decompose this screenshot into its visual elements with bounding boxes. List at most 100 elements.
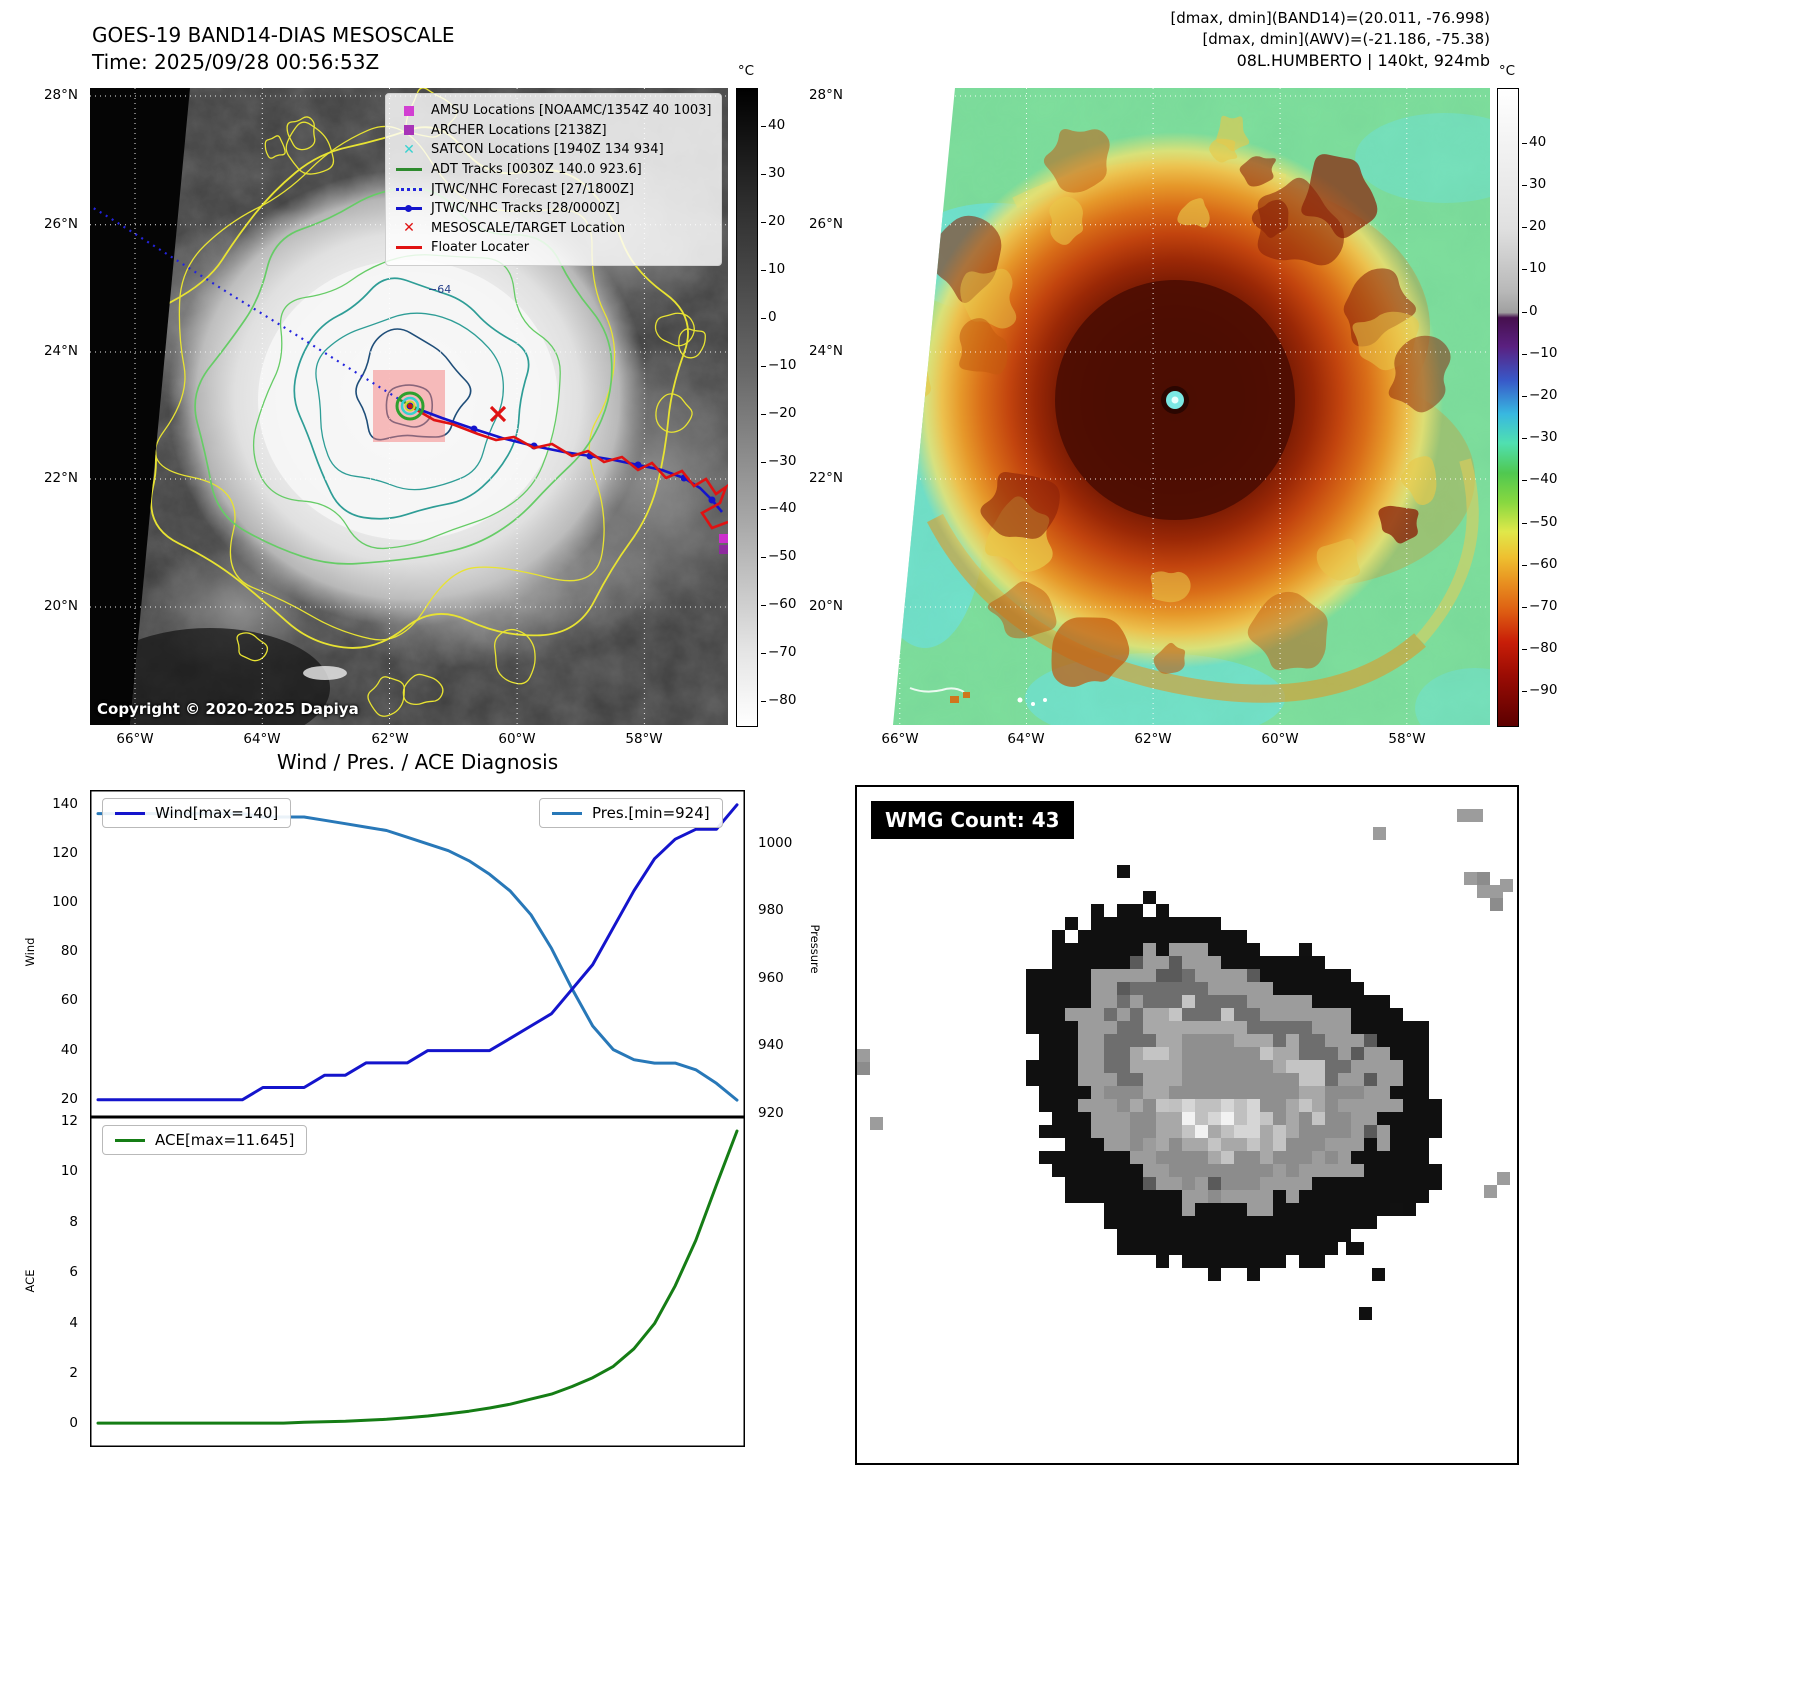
wmg-pixel (1104, 1112, 1117, 1125)
wmg-pixel (1195, 943, 1208, 956)
wmg-pixel (1286, 1047, 1299, 1060)
wmg-pixel (1078, 1177, 1091, 1190)
wmg-pixel (1091, 1177, 1104, 1190)
wmg-pixel (1429, 1125, 1442, 1138)
wmg-pixel (1208, 1151, 1221, 1164)
wmg-pixel (1156, 995, 1169, 1008)
wmg-pixel (1221, 930, 1234, 943)
wmg-pixel (1169, 1021, 1182, 1034)
wmg-pixel (1130, 1073, 1143, 1086)
wmg-pixel (1247, 1060, 1260, 1073)
wmg-pixel (1104, 1138, 1117, 1151)
wmg-pixel (1260, 1190, 1273, 1203)
wmg-pixel (1403, 1164, 1416, 1177)
wmg-pixel (1156, 1125, 1169, 1138)
wmg-pixel (1338, 1086, 1351, 1099)
wmg-pixel (1377, 1203, 1390, 1216)
legend-item: ARCHER Locations [2138Z] (396, 121, 711, 141)
wmg-pixel (1195, 995, 1208, 1008)
wmg-pixel (1273, 1164, 1286, 1177)
wmg-pixel (1182, 995, 1195, 1008)
wmg-pixel (1117, 969, 1130, 982)
wmg-pixel (1130, 982, 1143, 995)
wmg-pixel (1208, 917, 1221, 930)
latlon-grid (90, 88, 728, 725)
wmg-pixel (1403, 1073, 1416, 1086)
wmg-pixel (1208, 1047, 1221, 1060)
wmg-pixel (1130, 1138, 1143, 1151)
band14-title-block: GOES-19 BAND14-DIAS MESOSCALE Time: 2025… (92, 22, 455, 76)
wmg-pixel (1182, 1190, 1195, 1203)
cloud-blob (1049, 196, 1084, 245)
wmg-pixel (1091, 1060, 1104, 1073)
band14-legend: AMSU Locations [NOAAMC/1354Z 40 1003] ARC… (385, 93, 723, 266)
colorbar-tick-label: 0 (1522, 303, 1538, 319)
wmg-pixel (1039, 1099, 1052, 1112)
wmg-pixel (1260, 1034, 1273, 1047)
wmg-pixel (1091, 956, 1104, 969)
axis-tick-label: 80 (60, 943, 78, 959)
wmg-pixel (1026, 1021, 1039, 1034)
wmg-pixel (1117, 1125, 1130, 1138)
wmg-pixel (1457, 809, 1470, 822)
wmg-pixel (1208, 943, 1221, 956)
wmg-pixel (1130, 1112, 1143, 1125)
wmg-pixel (1377, 1073, 1390, 1086)
axis-tick-label: 4 (69, 1315, 78, 1331)
wmg-pixel (1156, 1216, 1169, 1229)
wmg-pixel (1429, 1177, 1442, 1190)
wmg-pixel (1065, 1008, 1078, 1021)
wmg-pixel (1208, 982, 1221, 995)
legend-item: Floater Locater (396, 238, 711, 258)
lon-tick-label: 66°W (881, 731, 919, 747)
wmg-pixel (1143, 1216, 1156, 1229)
wmg-pixel (1078, 1086, 1091, 1099)
wmg-pixel (1312, 1125, 1325, 1138)
ace-axis-label: ACE (23, 1269, 37, 1293)
dark-corner (130, 628, 330, 725)
lon-tick-label: 60°W (1261, 731, 1299, 747)
adt-fix-ring (395, 391, 425, 421)
wmg-pixel (1234, 1216, 1247, 1229)
wmg-pixel (1351, 1099, 1364, 1112)
wmg-pixel (1286, 1008, 1299, 1021)
wmg-pixel (1104, 930, 1117, 943)
wmg-pixel (1390, 1021, 1403, 1034)
wmg-pixel (1156, 1138, 1169, 1151)
wmg-pixel (1039, 1086, 1052, 1099)
colorbar-tick-label: 20 (760, 213, 786, 229)
wmg-pixel (1416, 1047, 1429, 1060)
wmg-pixel (1312, 1242, 1325, 1255)
wmg-pixel (1130, 904, 1143, 917)
wmg-pixel (1351, 1190, 1364, 1203)
legend-item: JTWC/NHC Tracks [28/0000Z] (396, 199, 711, 219)
axis-tick-label: 1000 (758, 835, 793, 851)
axis-tick-label: 960 (758, 970, 784, 986)
colorbar-tick-label: 10 (1521, 260, 1547, 276)
colorbar-tick-label: 20 (1521, 218, 1547, 234)
awv-lon-axis: 66°W 64°W 62°W 60°W 58°W (855, 731, 1490, 751)
ace-legend: ACE[max=11.645] (102, 1125, 308, 1155)
awv-header-block: [dmax, dmin](BAND14)=(20.011, -76.998) [… (1000, 8, 1490, 71)
wmg-pixel (1156, 1151, 1169, 1164)
colorbar-tick-label: −20 (1522, 387, 1558, 403)
wmg-pixel (1156, 1242, 1169, 1255)
wmg-pixel (1052, 930, 1065, 943)
wmg-pixel (1299, 956, 1312, 969)
chart-frame (90, 1117, 745, 1447)
wmg-pixel (1390, 1125, 1403, 1138)
wind-line-sample (115, 811, 145, 815)
wmg-pixel (1117, 1216, 1130, 1229)
wmg-pixel (1221, 1086, 1234, 1099)
wmg-pixel (1429, 1099, 1442, 1112)
wmg-pixel (1221, 969, 1234, 982)
wmg-pixel (1338, 982, 1351, 995)
wmg-pixel (1364, 1177, 1377, 1190)
wmg-pixel (1377, 1190, 1390, 1203)
axis-tick-label: 2 (69, 1365, 78, 1381)
wmg-pixel (1026, 982, 1039, 995)
wmg-pixel (1182, 1151, 1195, 1164)
wmg-pixel (1403, 1034, 1416, 1047)
wmg-pixel (1312, 956, 1325, 969)
wmg-pixel (1104, 1099, 1117, 1112)
